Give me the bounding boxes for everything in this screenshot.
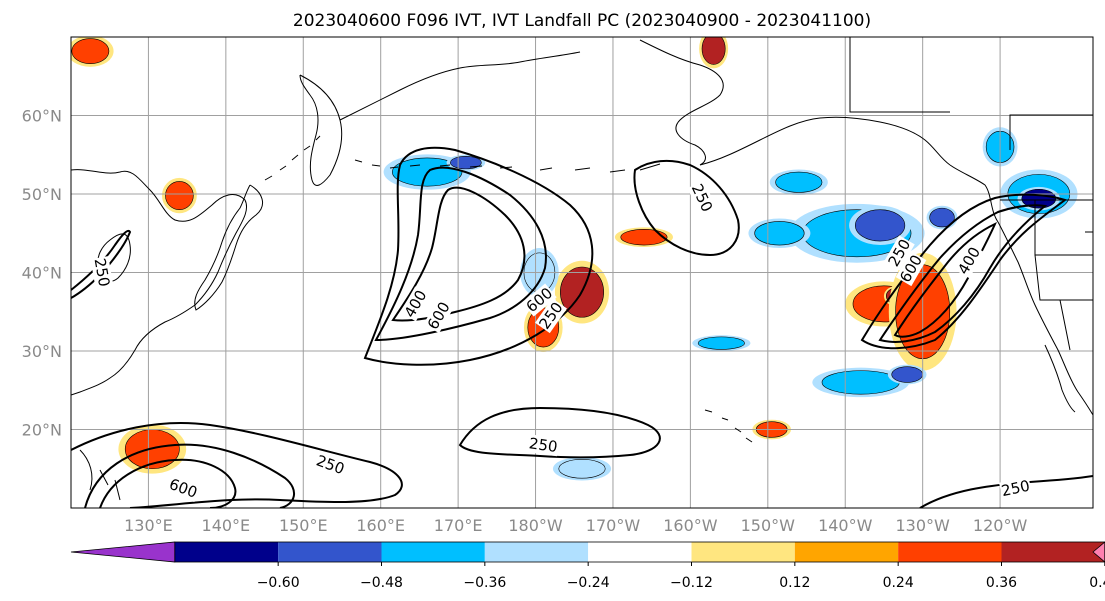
ivt-contour-250-west-pacific (71, 422, 403, 508)
contour-label-bg-2 (423, 298, 455, 334)
asia-coastline (71, 169, 248, 396)
political-borders-layer (849, 37, 1093, 351)
lon-tick-130: 130°E (124, 516, 173, 535)
lon-tick-170: 170°E (434, 516, 483, 535)
coastlines-layer (71, 39, 1093, 501)
hawaii-islands (704, 409, 753, 443)
colorbar-tick-6: 0.24 (883, 575, 914, 591)
contour-label-11: 250 (1000, 477, 1032, 501)
colorbar-tick-2: −0.36 (463, 575, 506, 591)
colorbar-segment-8 (898, 542, 1002, 562)
contour-label-bg-1 (400, 286, 431, 322)
ivt-contour-600-central-pacific (391, 186, 526, 322)
colorbar-tick-labels: −0.60 −0.48 −0.36 −0.24 −0.12 0.12 0.24 0.36 0.4… (257, 562, 1105, 591)
figure-title: 2023040600 F096 IVT, IVT Landfall PC (20… (293, 11, 871, 31)
lat-tick-50: 50°N (22, 185, 62, 204)
baja-coastline (1044, 344, 1076, 413)
contour-label-bg-4 (535, 298, 568, 334)
alaska-canada-border (849, 37, 950, 113)
contour-label-bg-8 (527, 434, 560, 457)
lon-tick-150: 150°E (279, 516, 328, 535)
lon-tick-140: 140°E (202, 516, 251, 535)
contour-label-bg-3 (522, 283, 557, 317)
pc-shade-25 (620, 229, 668, 246)
ivt-contour-250-northeast-pacific-ar (860, 193, 1068, 350)
kuril-islands (264, 135, 321, 181)
colorbar-segment-4 (484, 542, 589, 562)
colorbar-extend-low (70, 541, 176, 563)
contour-label-bg-6 (895, 251, 927, 287)
contour-label-bg-7 (953, 243, 985, 279)
colorbar-tick-8: 0.48 (1089, 575, 1105, 591)
pc-shade-10 (855, 209, 906, 242)
colorbar-tick-1: −0.48 (360, 575, 403, 591)
lon-tick-230: 130°W (895, 516, 950, 535)
colorbar-segment-1 (174, 542, 279, 562)
colorbar-segment-3 (381, 542, 485, 562)
lon-tick-220: 140°W (818, 516, 873, 535)
pc-shade-20 (697, 336, 745, 350)
ivt-contour-400-west-pacific (84, 443, 295, 508)
pc-shade-0 (71, 38, 110, 64)
lon-tick-160: 160°E (356, 516, 405, 535)
pc-shade-3 (450, 156, 482, 170)
contour-label-8: 250 (528, 434, 559, 456)
pc-shade-23 (701, 37, 726, 65)
pc-shade-16 (754, 221, 805, 246)
lat-tick-40: 40°N (22, 264, 62, 283)
lat-tick-60: 60°N (22, 107, 62, 126)
pc-shade-22 (891, 366, 923, 383)
lat-tick-30: 30°N (22, 342, 62, 361)
contour-label-bg-0 (687, 180, 717, 216)
colorbar-segment-9 (1001, 542, 1105, 562)
colorbar-tick-4: −0.12 (670, 575, 713, 591)
ivt-contour-600-west-pacific (99, 458, 237, 508)
pc-shade-24 (558, 459, 606, 479)
colorbar-segment-2 (278, 542, 382, 562)
latitude-tick-labels: 20°N 30°N 40°N 50°N 60°N (22, 107, 62, 440)
colorbar-segment-7 (794, 542, 899, 562)
lon-tick-240: 120°W (973, 516, 1028, 535)
colorbar-segment-5 (588, 542, 692, 562)
north-america-coastline (949, 164, 1093, 416)
colorbar-tick-7: 0.36 (986, 575, 1017, 591)
colorbar (70, 541, 1105, 563)
ivt-contour-250-subtropical (458, 406, 661, 459)
contour-label-bg-9 (313, 451, 348, 479)
pc-shade-17 (775, 171, 823, 193)
contour-label-bg-12 (90, 256, 114, 289)
pc-shade-21 (821, 370, 900, 395)
colorbar-segment-6 (691, 542, 795, 562)
contour-label-12: 250 (91, 257, 114, 288)
ivt-contour-250-central-pacific (363, 146, 594, 366)
longitude-tick-labels: 130°E 140°E 150°E 160°E 170°E 180°W 170°W 160°W… (124, 516, 1027, 535)
lon-tick-200: 160°W (663, 516, 718, 535)
colorbar-tick-3: −0.24 (567, 575, 610, 591)
ivt-contour-600-northeast-pacific-ar (878, 204, 1048, 343)
pc-shade-1 (165, 181, 194, 211)
contour-label-bg-11 (999, 476, 1033, 501)
map-frame (70, 36, 1094, 509)
ivt-contour-250-gulf-of-alaska (633, 159, 740, 257)
map-gridlines (71, 37, 1093, 508)
ivt-contour-400-central-pacific (374, 166, 547, 342)
us-state-borders (1009, 114, 1093, 351)
colorbar-tick-5: 0.12 (779, 575, 810, 591)
lon-tick-210: 150°W (741, 516, 796, 535)
pc-shade-11 (929, 207, 955, 228)
siberia-coastline (339, 51, 581, 121)
contour-label-bg-10 (166, 474, 201, 502)
alaska-coastline (639, 39, 951, 166)
contour-label-bg-5 (884, 235, 915, 271)
lon-tick-180: 180°W (508, 516, 563, 535)
colorbar-tick-0: −0.60 (257, 575, 300, 591)
lon-tick-190: 170°W (586, 516, 641, 535)
lat-tick-20: 20°N (22, 421, 62, 440)
japan-coastline (194, 184, 264, 311)
ivt-contour-400-northeast-pacific-ar (893, 221, 997, 338)
